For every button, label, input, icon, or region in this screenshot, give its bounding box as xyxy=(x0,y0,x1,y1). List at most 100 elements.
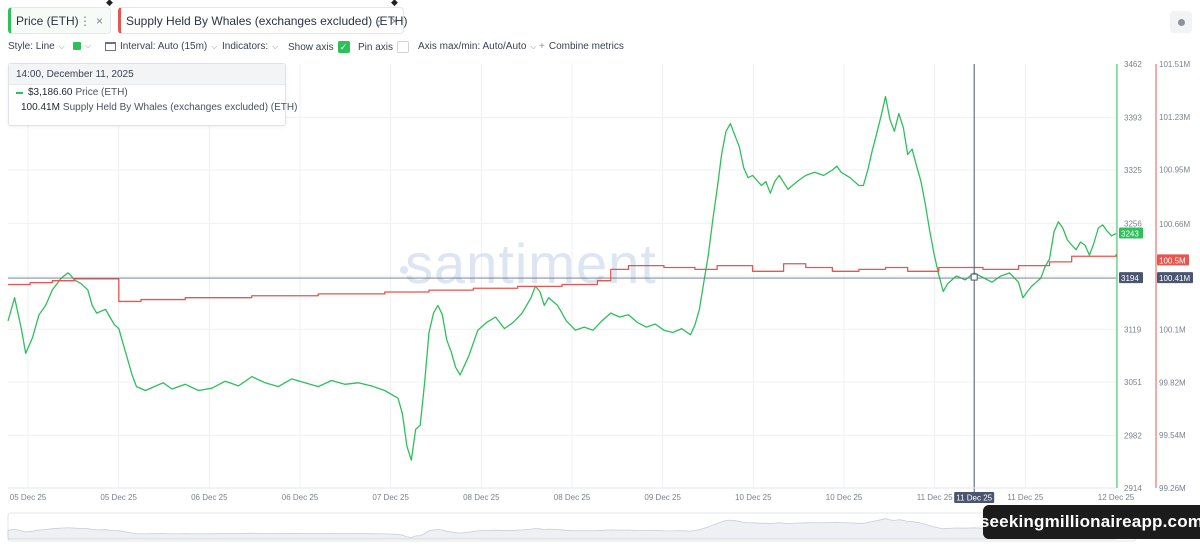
tooltip-row-price: $3,186.60 Price (ETH) xyxy=(9,85,285,100)
price-axis-tick: 3119 xyxy=(1124,325,1142,334)
supply-current-badge: 100.5M xyxy=(1157,254,1189,266)
close-icon[interactable]: × xyxy=(391,13,399,28)
crosshair-supply-badge-text: 100.41M xyxy=(1159,274,1190,283)
x-axis-tick: 09 Dec 25 xyxy=(644,493,681,502)
price-axis-top-label: 3462 xyxy=(1124,60,1142,69)
chevron-down-icon: ⌵ xyxy=(272,41,279,51)
tab-supply-label: Supply Held By Whales (exchanges exclude… xyxy=(126,13,408,28)
price-current-badge: 3243 xyxy=(1119,227,1143,239)
chart-axes: 346233933325325631883119305129822914101.… xyxy=(8,60,1193,503)
combine-metrics-button[interactable]: + Combine metrics xyxy=(539,41,624,52)
show-axis-toggle[interactable]: Show axis ✓ xyxy=(288,41,350,53)
crosshair-date-text: 11 Dec 25 xyxy=(956,494,992,503)
tab-price-label: Price (ETH) xyxy=(16,13,79,28)
settings-button[interactable] xyxy=(1170,11,1192,33)
crosshair-date-bg xyxy=(954,492,995,503)
tooltip-price-value: $3,186.60 xyxy=(28,87,73,98)
tooltip-date: 14:00, December 11, 2025 xyxy=(9,64,285,85)
supply-current-badge-text: 100.5M xyxy=(1159,256,1186,265)
price-axis-tick: 3256 xyxy=(1124,219,1142,228)
axis-minmax-dropdown[interactable]: Axis max/min: Auto/Auto ⌵ xyxy=(418,41,536,52)
x-axis-tick: 07 Dec 25 xyxy=(372,493,409,502)
supply-current-badge-bg xyxy=(1157,254,1189,266)
show-axis-label: Show axis xyxy=(288,41,334,53)
price-axis-tick: 3325 xyxy=(1124,166,1142,175)
axis-minmax-label: Axis max/min: Auto/Auto xyxy=(418,41,527,52)
tab-price[interactable]: Price (ETH) ⋮ × xyxy=(8,7,111,34)
style-label: Style: Line xyxy=(8,41,55,52)
chevron-down-icon: ⌵ xyxy=(85,41,92,50)
x-axis-tick: 06 Dec 25 xyxy=(191,493,228,502)
combine-metrics-label: Combine metrics xyxy=(548,41,624,52)
pin-axis-toggle[interactable]: Pin axis xyxy=(358,41,410,53)
price-current-badge-bg xyxy=(1119,227,1143,239)
checkbox-unchecked-icon[interactable] xyxy=(397,41,410,53)
x-axis-tick: 05 Dec 25 xyxy=(100,493,137,502)
crosshair-supply-badge-bg xyxy=(1157,272,1193,284)
x-axis-tick: 11 Dec 25 xyxy=(917,493,953,502)
color-swatch xyxy=(73,42,81,50)
crosshair-price-badge-text: 3194 xyxy=(1121,274,1139,283)
more-vertical-icon[interactable]: ⋮ xyxy=(79,13,91,28)
supply-axis-tick: 100.95M xyxy=(1159,166,1190,175)
tab-supply-whales[interactable]: Supply Held By Whales (exchanges exclude… xyxy=(118,7,408,34)
indicators-dropdown[interactable]: Indicators: ⌵ xyxy=(222,41,278,52)
calendar-icon xyxy=(105,42,116,51)
x-axis-tick: 08 Dec 25 xyxy=(554,493,591,502)
x-axis-tick: 11 Dec 25 xyxy=(1007,493,1043,502)
supply-axis-tick: 99.82M xyxy=(1159,378,1186,387)
legend-swatch-price xyxy=(16,91,23,94)
crosshair-marker xyxy=(970,273,978,281)
x-axis-tick: 05 Dec 25 xyxy=(10,493,47,502)
tooltip-supply-name: Supply Held By Whales (exchanges exclude… xyxy=(62,102,298,113)
supply-axis-tick: 99.26M xyxy=(1159,484,1186,493)
supply-series-line xyxy=(8,254,1117,303)
tooltip-row-supply: 100.41M Supply Held By Whales (exchanges… xyxy=(9,100,297,115)
x-axis-tick: 06 Dec 25 xyxy=(282,493,319,502)
price-axis-tick: 2982 xyxy=(1124,431,1142,440)
chart-tooltip: 14:00, December 11, 2025 $3,186.60 Price… xyxy=(8,63,297,126)
interval-dropdown[interactable]: Interval: Auto (15m) ⌵ xyxy=(105,41,217,52)
site-watermark: seekingmillionaireapp.com xyxy=(979,505,1200,539)
watermark-dot xyxy=(400,266,408,274)
crosshair-price-badge: 3194 xyxy=(1119,272,1143,284)
supply-axis-tick: 100.66M xyxy=(1159,220,1190,229)
price-current-badge-text: 3243 xyxy=(1121,229,1139,238)
more-vertical-icon[interactable]: ⋮ xyxy=(373,13,385,28)
chart-series xyxy=(7,64,1117,496)
interval-label: Interval: Auto (15m) xyxy=(120,41,208,52)
x-axis-tick: 10 Dec 25 xyxy=(735,493,772,502)
tooltip-supply-value: 100.41M xyxy=(21,102,60,113)
price-axis-tick: 3051 xyxy=(1124,378,1142,387)
price-axis-tick: 2914 xyxy=(1124,484,1142,493)
x-axis-tick: 10 Dec 25 xyxy=(826,493,863,502)
x-axis-tick: 08 Dec 25 xyxy=(463,493,500,502)
style-dropdown[interactable]: Style: Line ⌵ xyxy=(8,41,65,52)
price-series-line xyxy=(7,95,1117,461)
x-axis-tick: 12 Dec 25 xyxy=(1098,493,1135,502)
navigator-minimap xyxy=(7,512,1137,542)
ethereum-icon: ◆ xyxy=(106,0,113,7)
checkbox-checked-icon[interactable]: ✓ xyxy=(337,41,350,53)
chevron-down-icon: ⌵ xyxy=(58,41,65,51)
crosshair-date-badge: 11 Dec 25 xyxy=(954,492,995,503)
chevron-down-icon: ⌵ xyxy=(211,41,218,51)
plus-icon: + xyxy=(539,41,545,52)
color-dropdown[interactable]: ⌵ xyxy=(73,41,91,51)
settings-icon xyxy=(1177,18,1185,26)
close-icon[interactable]: × xyxy=(96,13,104,28)
tooltip-price-name: Price (ETH) xyxy=(75,87,128,98)
crosshair-supply-badge: 100.41M xyxy=(1157,272,1193,284)
pin-axis-label: Pin axis xyxy=(358,41,394,53)
indicators-label: Indicators: xyxy=(222,41,269,52)
ethereum-icon: ◆ xyxy=(391,0,398,7)
supply-axis-tick: 100.1M xyxy=(1159,326,1186,335)
supply-axis-tick: 101.23M xyxy=(1159,113,1190,122)
price-axis-tick: 3393 xyxy=(1124,113,1142,122)
crosshair-price-badge-bg xyxy=(1119,272,1143,284)
supply-axis-tick: 99.54M xyxy=(1159,431,1186,440)
site-watermark-text: seekingmillionaireapp.com xyxy=(979,512,1200,531)
santiment-watermark: santiment xyxy=(405,232,657,295)
chevron-down-icon: ⌵ xyxy=(530,41,537,51)
